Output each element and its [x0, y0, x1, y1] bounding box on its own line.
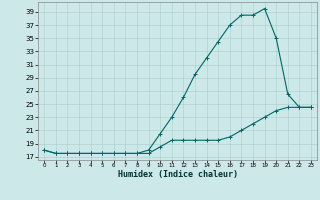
X-axis label: Humidex (Indice chaleur): Humidex (Indice chaleur): [118, 170, 238, 179]
